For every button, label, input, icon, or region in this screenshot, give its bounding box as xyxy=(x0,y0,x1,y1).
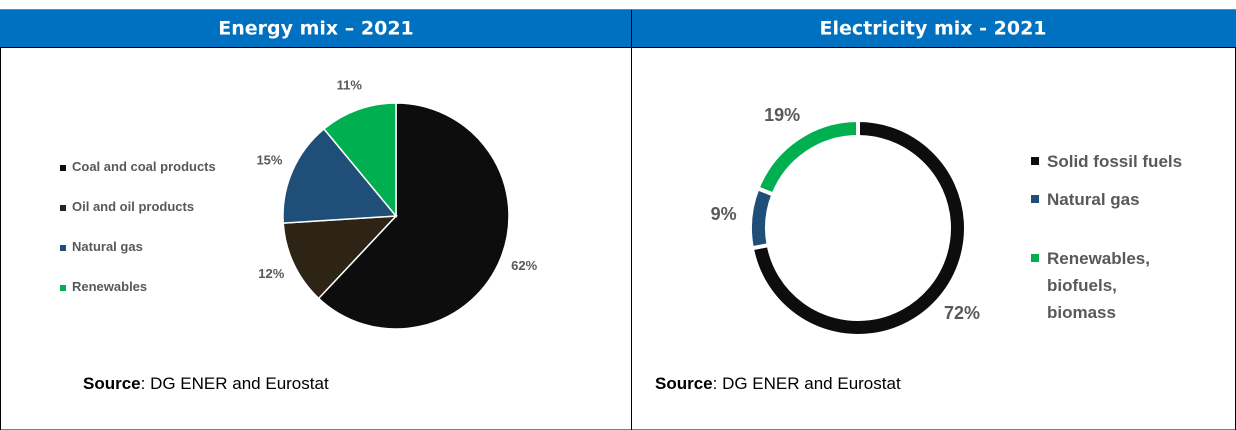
legend-item: Solid fossil fuels xyxy=(1031,148,1221,175)
legend-item: Oil and oil products xyxy=(60,197,260,218)
source-text: : DG ENER and Eurostat xyxy=(713,374,901,393)
slice xyxy=(322,102,397,219)
value-label: 11% xyxy=(337,78,363,93)
slice xyxy=(282,127,398,224)
header-bar xyxy=(0,10,1236,47)
legend-marker xyxy=(1031,254,1039,263)
source-label: Source xyxy=(83,374,141,393)
panel-title: Electricity mix - 2021 xyxy=(819,18,1046,40)
value-label: 9% xyxy=(711,204,737,224)
slice xyxy=(748,185,776,251)
value-label: 19% xyxy=(764,105,800,125)
legend-item: Natural gas xyxy=(1031,186,1221,213)
legend-marker xyxy=(1031,195,1039,204)
legend-item: Natural gas xyxy=(60,237,260,258)
legend-label: Oil and oil products xyxy=(72,199,195,215)
value-label: 72% xyxy=(944,303,980,323)
value-label: 62% xyxy=(511,258,537,273)
slice xyxy=(317,102,510,330)
legend-marker xyxy=(60,204,66,211)
slice xyxy=(754,117,860,198)
legend-label: Renewables, biofuels, biomass xyxy=(1047,248,1150,323)
frame xyxy=(0,9,1236,430)
source: Source: DG ENER and Eurostat xyxy=(83,374,329,393)
legend-label: Natural gas xyxy=(1047,189,1140,209)
legend-label: Renewables xyxy=(72,279,148,295)
legend-item: Coal and coal products xyxy=(60,157,260,178)
value-label: 12% xyxy=(258,266,284,281)
legend-marker xyxy=(60,244,66,251)
source-text: : DG ENER and Eurostat xyxy=(141,374,329,393)
legend-marker xyxy=(60,164,66,171)
slice xyxy=(749,117,968,338)
legend-marker xyxy=(60,284,66,291)
legend-item: Renewables xyxy=(60,277,260,298)
legend-label: Coal and coal products xyxy=(72,159,216,175)
legend-item: Renewables, biofuels, biomass xyxy=(1031,245,1221,327)
source-label: Source xyxy=(655,374,713,393)
value-label: 15% xyxy=(256,153,282,168)
slice xyxy=(282,215,398,300)
legend-label: Solid fossil fuels xyxy=(1047,151,1183,171)
legend-label: Natural gas xyxy=(72,239,143,255)
source: Source: DG ENER and Eurostat xyxy=(655,374,901,393)
legend-marker xyxy=(1031,157,1039,166)
panel-title: Energy mix – 2021 xyxy=(218,18,414,40)
